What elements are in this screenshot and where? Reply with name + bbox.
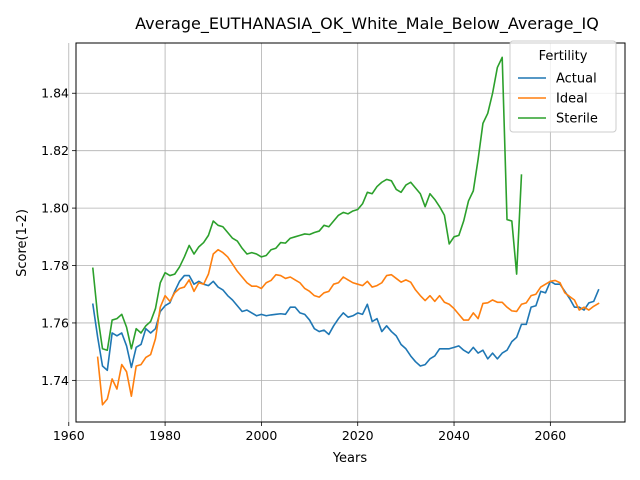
y-tick-label: 1.78 xyxy=(41,258,69,273)
x-tick-label: 1980 xyxy=(149,428,181,443)
legend-box xyxy=(509,40,617,133)
x-axis-label: Years xyxy=(332,451,368,466)
legend-label-actual: Actual xyxy=(556,72,597,87)
y-axis: 1.74 1.76 1.78 1.80 1.82 1.84 xyxy=(41,86,76,388)
x-tick-label: 1960 xyxy=(53,428,85,443)
plot-area-frame xyxy=(75,42,626,423)
series-line-actual xyxy=(91,274,600,372)
series-lines xyxy=(91,56,600,406)
legend-label-ideal: Ideal xyxy=(556,92,588,107)
y-tick-label: 1.80 xyxy=(41,201,69,216)
y-tick-label: 1.74 xyxy=(41,373,69,388)
series-line-sterile xyxy=(91,56,523,352)
x-tick-label: 2060 xyxy=(534,428,566,443)
chart-title: Average_EUTHANASIA_OK_White_Male_Below_A… xyxy=(135,14,599,34)
y-tick-label: 1.76 xyxy=(41,315,69,330)
y-tick-label: 1.82 xyxy=(41,143,69,158)
y-axis-label: Score(1-2) xyxy=(15,209,30,277)
series-line-ideal xyxy=(96,248,600,406)
legend-label-sterile: Sterile xyxy=(556,112,598,127)
legend: Fertility Actual Ideal Sterile xyxy=(509,40,617,133)
legend-title: Fertility xyxy=(539,49,588,64)
x-tick-label: 2040 xyxy=(438,428,470,443)
x-tick-label: 2020 xyxy=(342,428,374,443)
x-tick-label: 2000 xyxy=(246,428,278,443)
x-axis: 1960 1980 2000 2020 2040 2060 xyxy=(53,422,566,443)
y-tick-label: 1.84 xyxy=(41,86,69,101)
